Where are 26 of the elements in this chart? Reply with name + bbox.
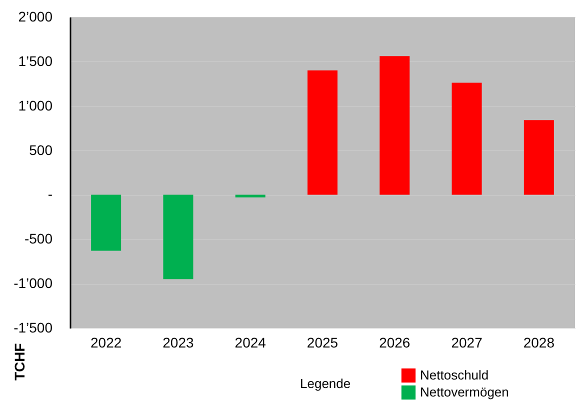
- x-tick-label: 2028: [523, 334, 555, 350]
- legend-label: Nettoschuld: [420, 368, 489, 382]
- bar: [524, 120, 554, 195]
- y-axis-title: TCHF: [12, 342, 28, 380]
- y-tick-label: 1’000: [18, 97, 53, 114]
- x-tick-label: 2024: [234, 334, 266, 350]
- bar: [91, 194, 122, 251]
- y-tick-label: -1’000: [14, 275, 53, 292]
- x-tick-label: 2026: [379, 334, 410, 350]
- x-tick-label: 2022: [90, 334, 122, 350]
- x-tick-label: 2025: [306, 334, 338, 350]
- y-tick-label: 1’500: [18, 52, 53, 69]
- y-tick-label: -500: [24, 230, 53, 247]
- y-tick-label: 500: [29, 142, 53, 158]
- legend-title: Legende: [300, 376, 351, 391]
- bar: [308, 70, 338, 195]
- bar: [235, 194, 266, 198]
- y-tick-label: -: [48, 186, 53, 202]
- bar: [452, 82, 482, 195]
- y-tick-label: 2’000: [18, 8, 53, 24]
- y-tick-label: -1’500: [14, 320, 53, 336]
- x-tick-label: 2023: [162, 334, 194, 350]
- x-tick-label: 2027: [451, 334, 483, 350]
- bar: [163, 194, 194, 280]
- bar: [380, 56, 410, 195]
- legend-label: Nettovermögen: [420, 384, 509, 400]
